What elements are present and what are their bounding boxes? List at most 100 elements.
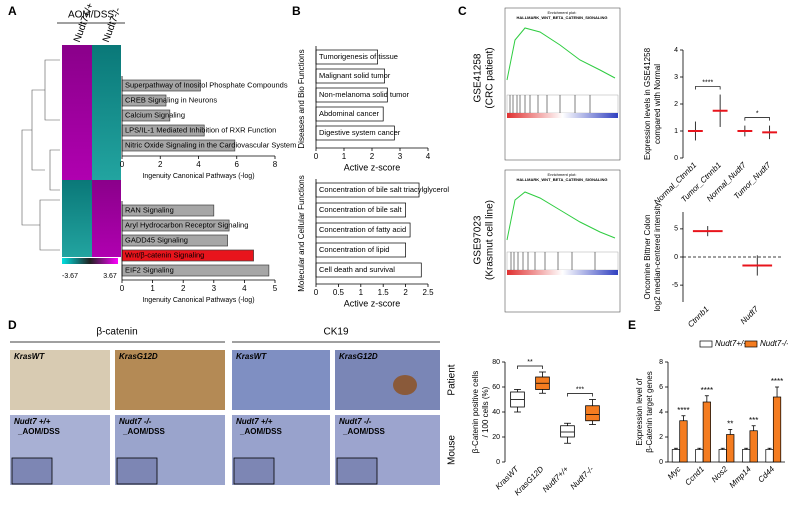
gsea-dataset: GSE97023 [473, 215, 484, 264]
x-tick-label: 2 [403, 288, 408, 297]
y-axis-label: Oncomine Bittner Colon [643, 215, 652, 300]
y-axis-label: compared with Normal [653, 64, 662, 144]
x-tick-label: 1.5 [378, 288, 390, 297]
gsea-title: Enrichment plot: [548, 172, 577, 177]
image-label: KrasG12D [339, 352, 378, 361]
y-tick-label: 6 [659, 384, 663, 391]
y-tick-label: 0 [659, 459, 663, 466]
y-tick-label: -5 [672, 282, 678, 289]
x-tick-label: Ccnd1 [683, 465, 706, 488]
image-label: _AOM/DSS [239, 427, 282, 436]
x-tick-label: 0 [314, 288, 319, 297]
stain-label: β-catenin [96, 327, 137, 338]
image-label: Nudt7 -/- [119, 417, 152, 426]
y-axis-label: Diseases and Bio Functions [297, 49, 306, 148]
x-tick-label: 3 [212, 284, 217, 293]
y-tick-label: 0 [674, 254, 678, 261]
image-label: Nudt7 +/+ [14, 417, 51, 426]
row-label: Patient [447, 364, 458, 395]
x-axis-label: Ingenuity Canonical Pathways (-log) [142, 297, 254, 304]
bar-label: Concentration of lipid [319, 245, 389, 254]
legend-label: Nudt7+/+ [715, 339, 748, 348]
panel-label: D [8, 318, 17, 332]
box [560, 425, 575, 438]
x-tick-label: 2 [158, 160, 163, 169]
x-tick-label: 0 [120, 160, 125, 169]
significance-label: **** [771, 377, 783, 386]
x-tick-label: 8 [273, 160, 278, 169]
y-axis-label: Molecular and Cellular Functions [297, 175, 306, 292]
significance-label: ** [727, 420, 733, 429]
significance-label: * [756, 110, 759, 117]
y-tick-label: 0 [674, 155, 678, 162]
x-tick-label: 1 [150, 284, 155, 293]
bar [749, 430, 758, 463]
x-tick-label: 0 [120, 284, 125, 293]
bar-label: Tumorigenesis of tissue [319, 52, 398, 61]
stain-label: CK19 [323, 327, 348, 338]
gsea-sample: (Krasmut cell line) [485, 200, 496, 280]
x-tick-label: 2 [181, 284, 186, 293]
x-tick-label: Myc [666, 465, 683, 482]
x-tick-label: 3 [398, 152, 403, 161]
x-tick-label: 1 [359, 288, 364, 297]
y-tick-label: 4 [659, 409, 663, 416]
colorbar-label: 3.67 [103, 273, 117, 280]
significance-label: *** [576, 386, 584, 393]
image-label: KrasWT [236, 352, 267, 361]
legend-swatch [744, 340, 758, 348]
x-axis-label: Active z-score [344, 162, 401, 172]
x-tick-label: Cd44 [756, 464, 776, 484]
x-tick-label: Normal_Ctnnb1 [652, 161, 698, 207]
bar-label: Calcium Signaling [125, 110, 185, 119]
bar-label: GADD45 Signaling [125, 235, 188, 244]
image-label: KrasG12D [119, 352, 158, 361]
bar [679, 420, 688, 463]
x-tick-label: 4 [242, 284, 247, 293]
y-axis-label: β-Catenin target genes [645, 371, 654, 453]
y-axis-label: log2 median-centered intensity [653, 203, 662, 312]
x-tick-label: Ctnnb1 [686, 305, 711, 330]
bar [671, 449, 681, 463]
significance-bracket [744, 117, 770, 121]
x-tick-label: Nudt7+/+ [541, 464, 571, 494]
heatmap [21, 22, 125, 264]
gsea-plots [504, 7, 621, 313]
bar [772, 396, 782, 463]
gsea-subtitle: HALLMARK_WNT_BETA_CATENIN_SIGNALING [517, 177, 608, 182]
significance-label: ** [527, 359, 533, 366]
bar-label: CREB Signaling in Neurons [125, 95, 217, 104]
bar-label: Digestive system cancer [319, 128, 401, 137]
y-tick-label: 1 [674, 128, 678, 135]
image-label: _AOM/DSS [17, 427, 60, 436]
x-tick-label: 4 [426, 152, 431, 161]
bar-label: Concentration of bile salt [319, 205, 402, 214]
y-tick-label: 2 [674, 101, 678, 108]
x-tick-label: Mmp14 [728, 464, 754, 490]
bar-label: Abdominal cancer [319, 109, 380, 118]
y-axis-label: β-Catenin positive cells [471, 371, 480, 453]
significance-bracket [567, 393, 593, 397]
significance-label: **** [702, 79, 713, 86]
gsea-title: Enrichment plot: [548, 10, 577, 15]
bar-label: Wnt/β-catenin Signaling [125, 250, 204, 259]
y-tick-label: 0 [496, 459, 500, 466]
y-tick-label: 2 [659, 434, 663, 441]
panel-label: E [628, 318, 636, 332]
bar-label: Concentration of bile salt triacylglycer… [319, 185, 449, 194]
x-tick-label: 5 [273, 284, 278, 293]
row-label: Mouse [447, 435, 458, 465]
box [585, 405, 600, 422]
image-label: Nudt7 -/- [339, 417, 372, 426]
bar [742, 449, 751, 463]
gsea-subtitle: HALLMARK_WNT_BETA_CATENIN_SIGNALING [517, 15, 608, 20]
x-tick-label: 6 [235, 160, 240, 169]
bar [765, 449, 774, 463]
x-axis-label: Active z-score [344, 298, 401, 308]
gsea-sample: (CRC patient) [485, 47, 496, 108]
bar [702, 401, 711, 463]
x-tick-label: Nudt7-/- [569, 464, 596, 491]
panel-label: B [292, 4, 301, 18]
bar-label: Concentration of fatty acid [319, 225, 406, 234]
x-tick-label: 2.5 [422, 288, 434, 297]
